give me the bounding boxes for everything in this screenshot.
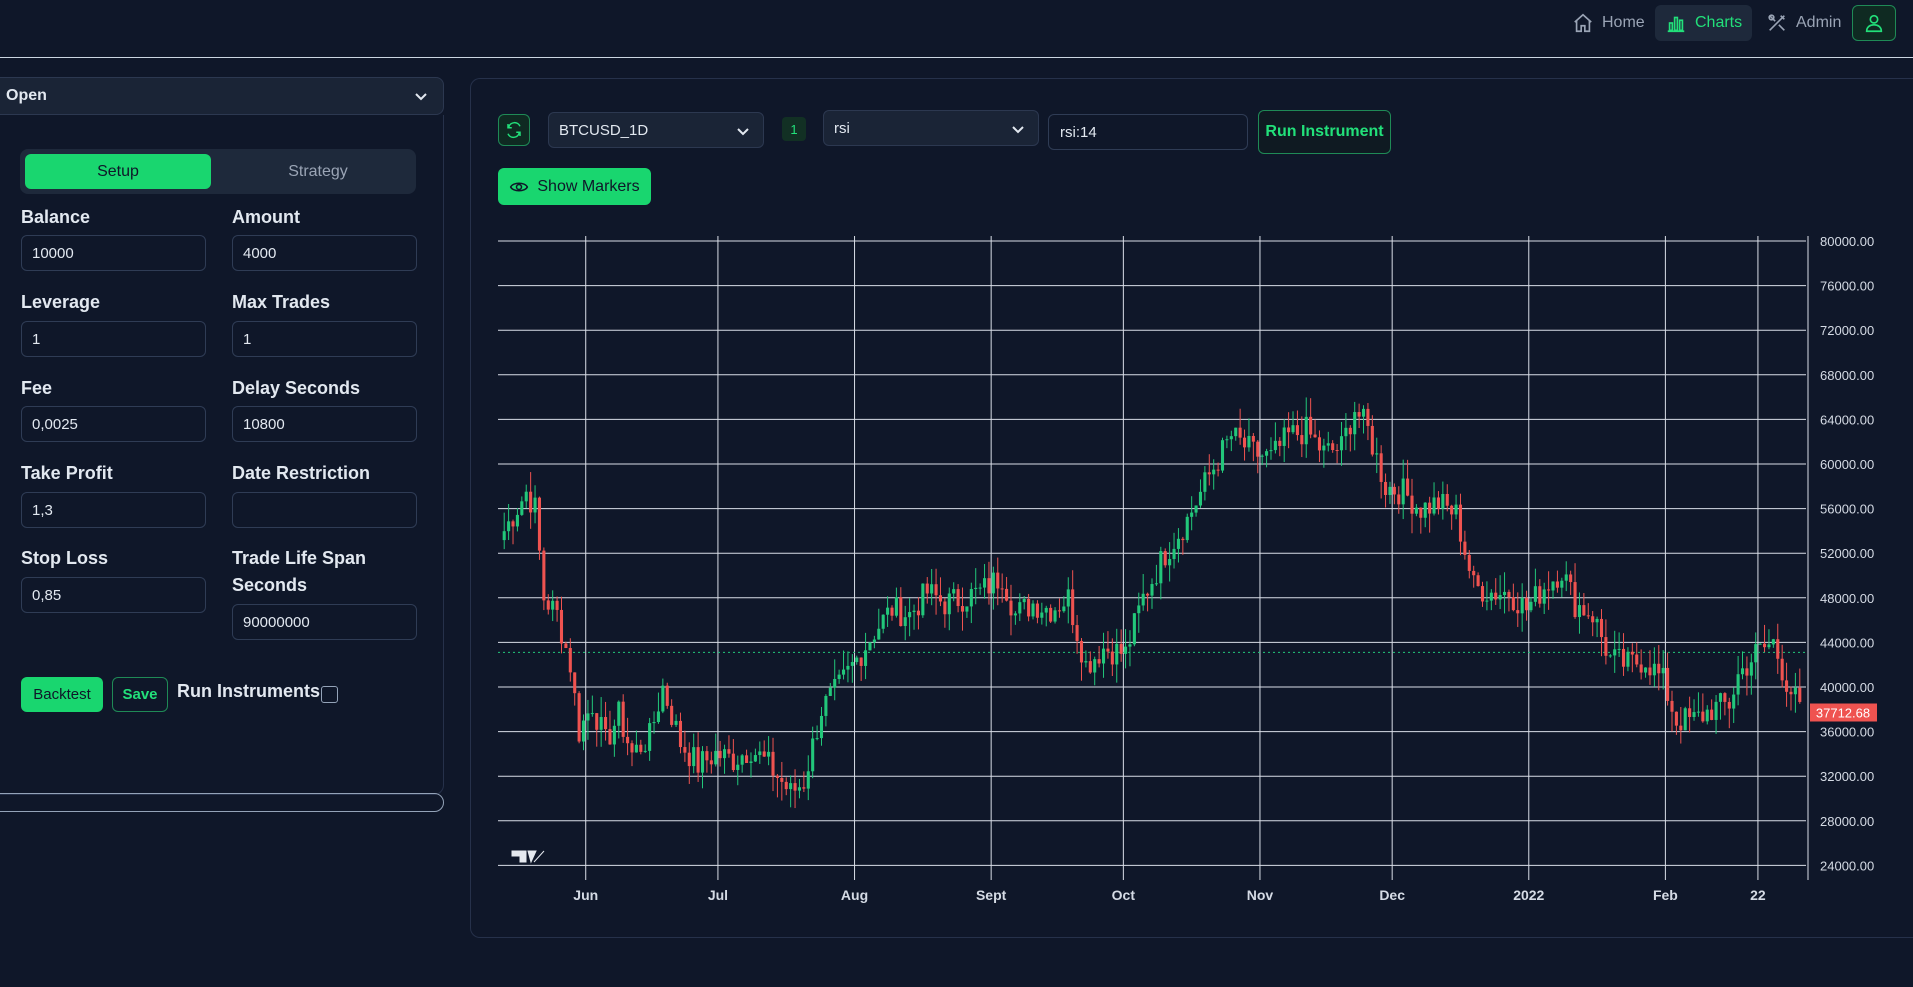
balance-label: Balance [21, 207, 91, 227]
delay-seconds-label: Delay Seconds [232, 378, 361, 398]
take-profit-label: Take Profit [21, 463, 113, 483]
take-profit-input[interactable] [21, 492, 206, 528]
amount-label: Amount [232, 207, 300, 227]
indicator-params-input[interactable] [1048, 114, 1248, 150]
run-instrument-button[interactable]: Run Instrument [1258, 110, 1391, 154]
trade-life-span-label-line2: Seconds [232, 575, 308, 595]
open-section-select[interactable]: Open [0, 77, 444, 115]
open-section-label: Open [6, 87, 47, 104]
date-restriction-label: Date Restriction [232, 463, 371, 483]
home-icon [1574, 13, 1592, 33]
max-trades-label: Max Trades [232, 292, 331, 312]
results-panel [0, 735, 444, 795]
leverage-label: Leverage [21, 292, 101, 312]
delay-seconds-input[interactable] [232, 406, 417, 442]
tools-icon [1768, 14, 1785, 31]
max-trades-input[interactable] [232, 321, 417, 357]
save-button[interactable]: Save [112, 677, 168, 712]
user-menu-button[interactable] [1852, 5, 1896, 41]
chevron-down-icon [737, 128, 749, 136]
symbol-value: BTCUSD_1D [559, 121, 649, 139]
backtest-settings-panel: Setup Strategy [0, 115, 444, 735]
stop-loss-label: Stop Loss [21, 548, 109, 568]
indicator-count-badge: 1 [782, 117, 806, 141]
eye-icon [510, 182, 529, 191]
user-icon [1865, 14, 1883, 33]
chart-panel [470, 78, 1913, 938]
nav-charts[interactable]: Charts [1655, 5, 1753, 41]
run-instruments-checkbox[interactable] [321, 686, 338, 703]
nav-home[interactable]: Home [1562, 5, 1655, 41]
amount-input[interactable] [232, 235, 417, 271]
stop-loss-input[interactable] [21, 577, 206, 613]
refresh-button[interactable] [498, 114, 530, 146]
trade-life-span-label-line1: Trade Life Span [232, 548, 367, 568]
trade-life-span-label: Trade Life Span Seconds [232, 545, 366, 599]
fee-label: Fee [21, 378, 53, 398]
fee-input[interactable] [21, 406, 206, 442]
horizontal-scrollbar[interactable] [0, 793, 444, 812]
symbol-select[interactable]: BTCUSD_1D [548, 112, 764, 148]
balance-input[interactable] [21, 235, 206, 271]
chevron-down-icon [415, 93, 427, 101]
settings-tabbar: Setup Strategy [20, 149, 416, 194]
leverage-input[interactable] [21, 321, 206, 357]
indicator-select[interactable]: rsi [823, 110, 1039, 146]
nav-charts-label: Charts [1695, 14, 1743, 31]
nav-admin-label: Admin [1796, 14, 1842, 31]
nav-admin[interactable]: Admin [1756, 5, 1851, 41]
refresh-icon [507, 121, 521, 139]
indicator-value: rsi [834, 119, 850, 137]
show-markers-label: Show Markers [537, 177, 640, 195]
top-navigation: Home Charts Admin [0, 0, 1913, 58]
bar-chart-icon [1667, 16, 1685, 33]
nav-home-label: Home [1602, 14, 1645, 31]
backtest-button[interactable]: Backtest [21, 677, 103, 712]
tab-strategy[interactable]: Strategy [288, 162, 348, 180]
show-markers-button[interactable]: Show Markers [498, 168, 651, 205]
tab-setup[interactable]: Setup [25, 154, 211, 189]
chevron-down-icon [1012, 126, 1024, 134]
run-instruments-label: Run Instruments [177, 681, 321, 701]
date-restriction-input[interactable] [232, 492, 417, 528]
trade-life-span-input[interactable] [232, 604, 417, 640]
